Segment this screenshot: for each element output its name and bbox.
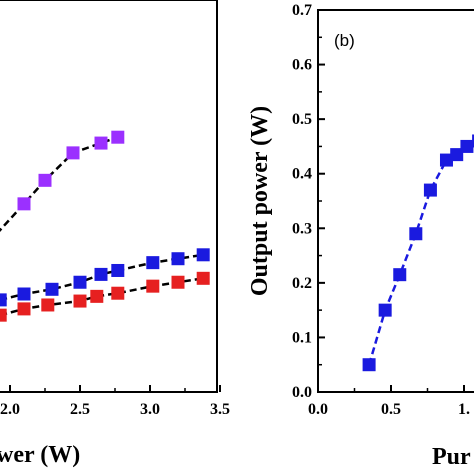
panel-a-series-2-point xyxy=(17,302,31,316)
panel-b-y-tick-label: 0.1 xyxy=(292,329,312,346)
panel-b-series-0-point xyxy=(362,358,376,372)
panel-a-series-0-point xyxy=(38,173,52,187)
panel-b-series-0-point xyxy=(472,134,474,148)
panel-a-x-axis-title: wer (W) xyxy=(0,442,80,468)
panel-a-series-1-point xyxy=(94,267,108,281)
panel-a-x-tick-label: 2.5 xyxy=(70,401,90,418)
panel-a-series-1-point xyxy=(146,256,160,270)
panel-a-series-0-point xyxy=(111,130,125,144)
panel-b-series-0-point xyxy=(439,153,453,167)
panel-b-series-0-point xyxy=(460,139,474,153)
panel-b-frame xyxy=(317,9,474,393)
panel-b-x-tick-label: 0.0 xyxy=(308,401,328,418)
panel-a-x-tick-label: 2.0 xyxy=(0,401,20,418)
panel-b-y-tick-label: 0.3 xyxy=(292,220,312,237)
panel-b-series-0-point xyxy=(409,227,423,241)
panel-a-series-2-point xyxy=(196,271,210,285)
panel-a-series-1-point xyxy=(171,252,185,266)
panel-a: 2.0 2.5 3.0 3.5 wer (W) xyxy=(0,0,230,468)
panel-a-series-1-point xyxy=(73,275,87,289)
panel-b-y-tick-label: 0.4 xyxy=(292,166,312,183)
panel-a-series-0-point xyxy=(94,136,108,150)
panel-b-x-tick-label: 0.5 xyxy=(381,401,401,418)
panel-b-x-tick-label: 1. xyxy=(458,401,470,418)
panel-a-series-2-point xyxy=(73,294,87,308)
panel-b-y-axis-title: Output power (W) xyxy=(247,106,273,296)
panel-a-x-tick-label: 3.5 xyxy=(210,401,230,418)
panel-b-series-0-point xyxy=(378,303,392,317)
panel-a-series-1-point xyxy=(196,248,210,262)
panel-b-y-tick-label: 0.6 xyxy=(292,57,312,74)
panel-b-series-0-point xyxy=(450,148,464,162)
panel-b-series-0-point xyxy=(423,183,437,197)
panel-b-y-tick-label: 0.5 xyxy=(292,111,312,128)
panel-a-series-2-point xyxy=(171,275,185,289)
panel-a-series-2-point xyxy=(0,308,7,322)
panel-a-x-tick-label: 3.0 xyxy=(140,401,160,418)
panel-b-y-tick-label: 0.0 xyxy=(292,384,312,401)
panel-b-x-axis-title: Pur xyxy=(432,444,471,470)
panel-a-series-1-point xyxy=(111,263,125,277)
panel-a-series-2-point xyxy=(90,289,104,303)
panel-a-series-0-point xyxy=(17,197,31,211)
panel-a-series-1-point xyxy=(0,293,7,307)
panel-a-series-2-point xyxy=(146,279,160,293)
panel-a-frame xyxy=(0,0,218,393)
panel-b: 0.0 0.5 1. 0.0 0.1 0.2 0.3 0.4 0.5 0.6 0.7 (b) Out… xyxy=(247,2,474,470)
panel-b-label: (b) xyxy=(334,31,355,50)
panel-b-y-tick-label: 0.2 xyxy=(292,275,312,292)
panel-a-series-0-point xyxy=(66,146,80,160)
panel-b-series-0-point xyxy=(393,268,407,282)
panel-b-y-tick-label: 0.7 xyxy=(292,2,312,19)
panel-a-series-1-point xyxy=(45,282,59,296)
panel-a-series-2-point xyxy=(111,286,125,300)
panel-a-series-2-point xyxy=(41,298,55,312)
panel-a-series-1-point xyxy=(17,287,31,301)
panel-b-series-0-line xyxy=(367,141,474,366)
